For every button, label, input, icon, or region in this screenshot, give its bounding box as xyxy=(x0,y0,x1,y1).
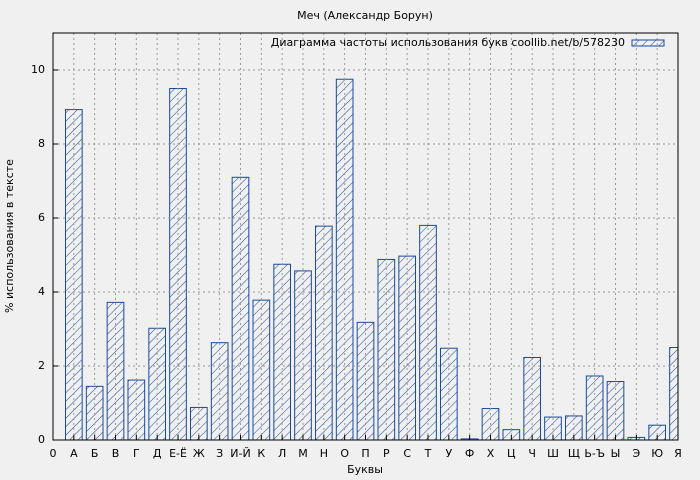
legend-swatch xyxy=(631,39,665,47)
y-tick-label: 0 xyxy=(38,433,45,446)
bar xyxy=(210,342,229,440)
x-tick-label: Ь-Ъ xyxy=(584,447,605,460)
chart-title: Меч (Александр Борун) xyxy=(297,9,433,22)
bar xyxy=(294,270,312,440)
x-tick-label: Щ xyxy=(568,447,580,460)
x-tick-label: З xyxy=(216,447,223,460)
y-tick-label: 6 xyxy=(38,211,45,224)
x-tick-label: Ш xyxy=(547,447,559,460)
plot-area xyxy=(65,78,678,440)
x-tick-label: Ч xyxy=(528,447,536,460)
x-tick-label: Д xyxy=(153,447,162,460)
x-tick-label: 0 xyxy=(50,447,57,460)
x-tick-label: А xyxy=(70,447,78,460)
bar xyxy=(356,321,375,440)
plot-frame xyxy=(52,32,679,441)
x-tick-label: С xyxy=(403,447,411,460)
x-tick-label: Ю xyxy=(651,447,663,460)
x-tick-label: Е-Ё xyxy=(169,447,187,460)
x-tick-label: Ж xyxy=(193,447,205,460)
x-tick-label: Л xyxy=(278,447,286,460)
x-tick-label: Ф xyxy=(465,447,474,460)
x-tick-label: Р xyxy=(383,447,390,460)
x-tick-label: Х xyxy=(487,447,495,460)
bar xyxy=(252,299,271,440)
bar xyxy=(565,415,583,440)
x-tick-label: Ы xyxy=(611,447,621,460)
y-tick-label: 8 xyxy=(38,137,45,150)
x-tick-label: Г xyxy=(133,447,140,460)
x-tick-label: В xyxy=(112,447,120,460)
legend-label: Диаграмма частоты использования букв coo… xyxy=(271,36,625,49)
x-tick-label: П xyxy=(361,447,369,460)
x-tick-label: Т xyxy=(424,447,432,460)
bar xyxy=(669,347,678,440)
x-tick-label: К xyxy=(257,447,265,460)
bar xyxy=(606,381,625,440)
x-axis-label: Буквы xyxy=(347,463,383,476)
x-tick-label: Б xyxy=(91,447,99,460)
y-tick-label: 10 xyxy=(31,63,45,76)
y-tick-label: 2 xyxy=(38,359,45,372)
x-tick-label: И-Й xyxy=(230,447,250,460)
x-tick-label: У xyxy=(445,447,452,460)
x-tick-label: Э xyxy=(632,447,640,460)
bar xyxy=(585,375,604,440)
y-tick-label: 4 xyxy=(38,285,45,298)
x-tick-label: Ц xyxy=(507,447,516,460)
bar xyxy=(419,224,437,440)
x-tick-label: М xyxy=(298,447,308,460)
y-axis-label: % использования в тексте xyxy=(3,159,16,313)
x-tick-label: Н xyxy=(320,447,328,460)
x-tick-label: О xyxy=(340,447,349,460)
x-tick-label: Я xyxy=(674,447,682,460)
bar xyxy=(648,424,666,440)
